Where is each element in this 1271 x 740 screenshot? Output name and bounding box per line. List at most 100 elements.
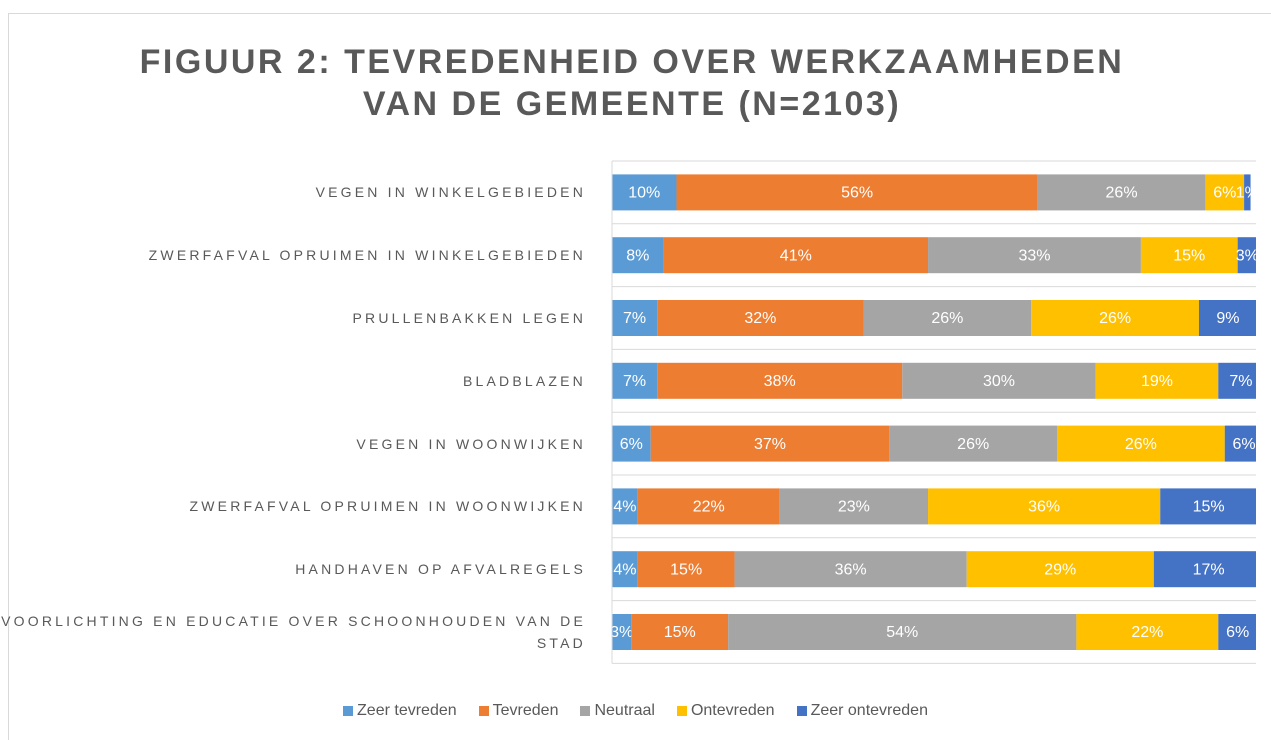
data-label: 7% [623, 310, 646, 327]
bar-segment [1224, 425, 1256, 462]
data-label: 4% [613, 499, 636, 516]
bar-segment [612, 551, 638, 588]
legend: Zeer tevreden Tevreden Neutraal Ontevreden Z… [0, 702, 1271, 720]
y-tick-label: VEGEN IN WINKELGEBIEDEN [315, 184, 586, 201]
bar-segment [1076, 614, 1219, 650]
legend-item: Neutraal [580, 702, 655, 720]
data-label: 3% [610, 624, 633, 641]
legend-label: Neutraal [594, 702, 655, 719]
data-label: 56% [841, 185, 873, 202]
legend-swatch [676, 706, 687, 716]
data-label: 23% [838, 499, 870, 516]
bar-segment [1057, 425, 1225, 462]
legend-label: Zeer ontevreden [810, 702, 928, 719]
bar-segment [1244, 174, 1251, 211]
bar-segment [902, 362, 1096, 399]
bar-segment [889, 425, 1058, 462]
data-label: 19% [1141, 373, 1173, 390]
data-label: 17% [1193, 561, 1225, 578]
bar-segment [928, 237, 1141, 274]
legend-item: Tevreden [478, 702, 559, 720]
legend-swatch [343, 706, 354, 716]
data-label: 15% [1193, 499, 1225, 516]
data-label: 26% [931, 310, 963, 327]
data-label: 15% [670, 561, 702, 578]
plot-area: 10% 56% 26% 6% 1%8% 41% 33% 15% 3%7% 32% 26% 26% 9%7… [610, 160, 1259, 664]
bar-segment [612, 174, 677, 211]
bar-segment [637, 488, 780, 525]
data-label: 36% [1028, 499, 1060, 516]
bar-segment [1205, 174, 1245, 211]
y-tick-label: PRULLENBAKKEN LEGEN [352, 310, 586, 326]
bar-segment [637, 551, 735, 588]
bar-segment [863, 300, 1032, 336]
data-label: 8% [626, 247, 649, 264]
data-label: 29% [1044, 561, 1076, 578]
data-label: 33% [1018, 247, 1050, 264]
data-label: 9% [1216, 310, 1239, 327]
legend-swatch [580, 706, 591, 716]
data-label: 10% [628, 185, 660, 202]
chart-title: FIGUUR 2: TEVREDENHEID OVER WERKZAAMHEDE… [140, 43, 1125, 81]
data-label: 54% [886, 624, 918, 641]
bar-segment [612, 300, 658, 336]
data-label: 6% [1233, 436, 1256, 453]
bar-segment [1198, 300, 1256, 336]
legend-item: Ontevreden [676, 702, 775, 720]
legend-label: Ontevreden [690, 702, 775, 719]
bar-segment [650, 425, 890, 462]
bar-segment [1237, 237, 1256, 274]
bar-segment [1153, 551, 1256, 588]
bar-segment [1095, 362, 1219, 399]
data-label: 30% [983, 373, 1015, 390]
legend-swatch [796, 706, 807, 716]
bar-segment [657, 362, 903, 399]
data-label: 6% [1226, 624, 1249, 641]
data-label: 6% [1213, 185, 1236, 202]
bar-segment [631, 614, 729, 650]
data-label: 26% [1106, 185, 1138, 202]
bar-segment [728, 614, 1077, 650]
data-label: 6% [620, 436, 643, 453]
bar-segment [676, 174, 1038, 211]
bar-segment [612, 362, 658, 399]
data-label: 38% [764, 373, 796, 390]
bar-segment [612, 614, 632, 650]
data-label: 4% [613, 561, 636, 578]
bar-segment [657, 300, 864, 336]
bar-segment [928, 488, 1161, 525]
data-label: 37% [754, 436, 786, 453]
data-label: 7% [1229, 373, 1252, 390]
data-label: 15% [664, 624, 696, 641]
data-label: 26% [1125, 436, 1157, 453]
legend-swatch [478, 706, 489, 716]
bar-segment [779, 488, 929, 525]
legend-label: Tevreden [492, 702, 559, 719]
y-tick-label: VOORLICHTING EN EDUCATIE OVER SCHOONHOUD… [1, 613, 586, 651]
y-tick-label: ZWERFAFVAL OPRUIMEN IN WOONWIJKEN [189, 498, 586, 515]
legend-item: Zeer tevreden [343, 702, 457, 720]
data-label: 22% [1131, 624, 1163, 641]
bar-segment [1160, 488, 1256, 525]
data-label: 15% [1173, 247, 1205, 264]
data-label: 36% [835, 561, 867, 578]
data-label: 22% [693, 499, 725, 516]
bar-segment [1218, 362, 1256, 399]
bar-segment [1140, 237, 1238, 274]
y-tick-label: VEGEN IN WOONWIJKEN [356, 435, 586, 452]
data-label: 32% [744, 310, 776, 327]
data-label: 1% [1236, 185, 1259, 202]
data-label: 3% [1236, 247, 1259, 264]
data-label: 41% [780, 247, 812, 264]
y-tick-label: HANDHAVEN OP AFVALREGELS [295, 561, 586, 578]
data-label: 26% [957, 436, 989, 453]
bar-segment [612, 237, 664, 274]
data-label: 7% [623, 373, 646, 390]
bar-segment [663, 237, 929, 274]
y-tick-label: ZWERFAFVAL OPRUIMEN IN WINKELGEBIEDEN [148, 247, 586, 264]
bar-segment [1031, 300, 1199, 336]
chart-frame [8, 13, 1271, 740]
data-label: 26% [1099, 310, 1131, 327]
y-tick-label: BLADBLAZEN [462, 372, 586, 389]
